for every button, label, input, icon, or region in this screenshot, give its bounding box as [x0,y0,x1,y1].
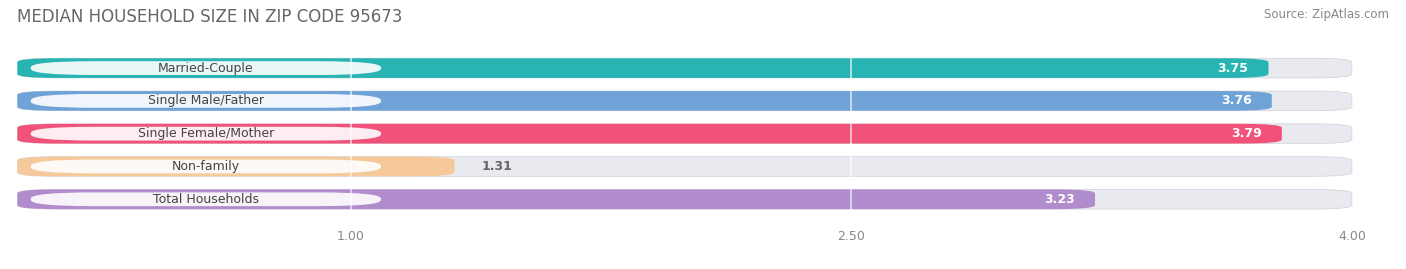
Text: Single Female/Mother: Single Female/Mother [138,127,274,140]
FancyBboxPatch shape [17,189,1353,209]
FancyBboxPatch shape [17,124,1353,144]
FancyBboxPatch shape [31,160,381,173]
FancyBboxPatch shape [17,124,1282,144]
FancyBboxPatch shape [17,157,1353,176]
FancyBboxPatch shape [17,91,1272,111]
FancyBboxPatch shape [17,189,1095,209]
FancyBboxPatch shape [31,94,381,108]
FancyBboxPatch shape [31,127,381,141]
FancyBboxPatch shape [17,58,1268,78]
Text: Source: ZipAtlas.com: Source: ZipAtlas.com [1264,8,1389,21]
FancyBboxPatch shape [31,192,381,206]
Text: Married-Couple: Married-Couple [157,62,253,75]
Text: 3.79: 3.79 [1232,127,1261,140]
FancyBboxPatch shape [17,157,454,176]
FancyBboxPatch shape [17,58,1353,78]
FancyBboxPatch shape [17,91,1353,111]
FancyBboxPatch shape [31,61,381,75]
Text: Total Households: Total Households [153,193,259,206]
Text: Single Male/Father: Single Male/Father [148,94,264,107]
Text: 1.31: 1.31 [481,160,512,173]
Text: Non-family: Non-family [172,160,240,173]
Text: 3.76: 3.76 [1220,94,1251,107]
Text: 3.75: 3.75 [1218,62,1249,75]
Text: MEDIAN HOUSEHOLD SIZE IN ZIP CODE 95673: MEDIAN HOUSEHOLD SIZE IN ZIP CODE 95673 [17,8,402,26]
Text: 3.23: 3.23 [1045,193,1076,206]
